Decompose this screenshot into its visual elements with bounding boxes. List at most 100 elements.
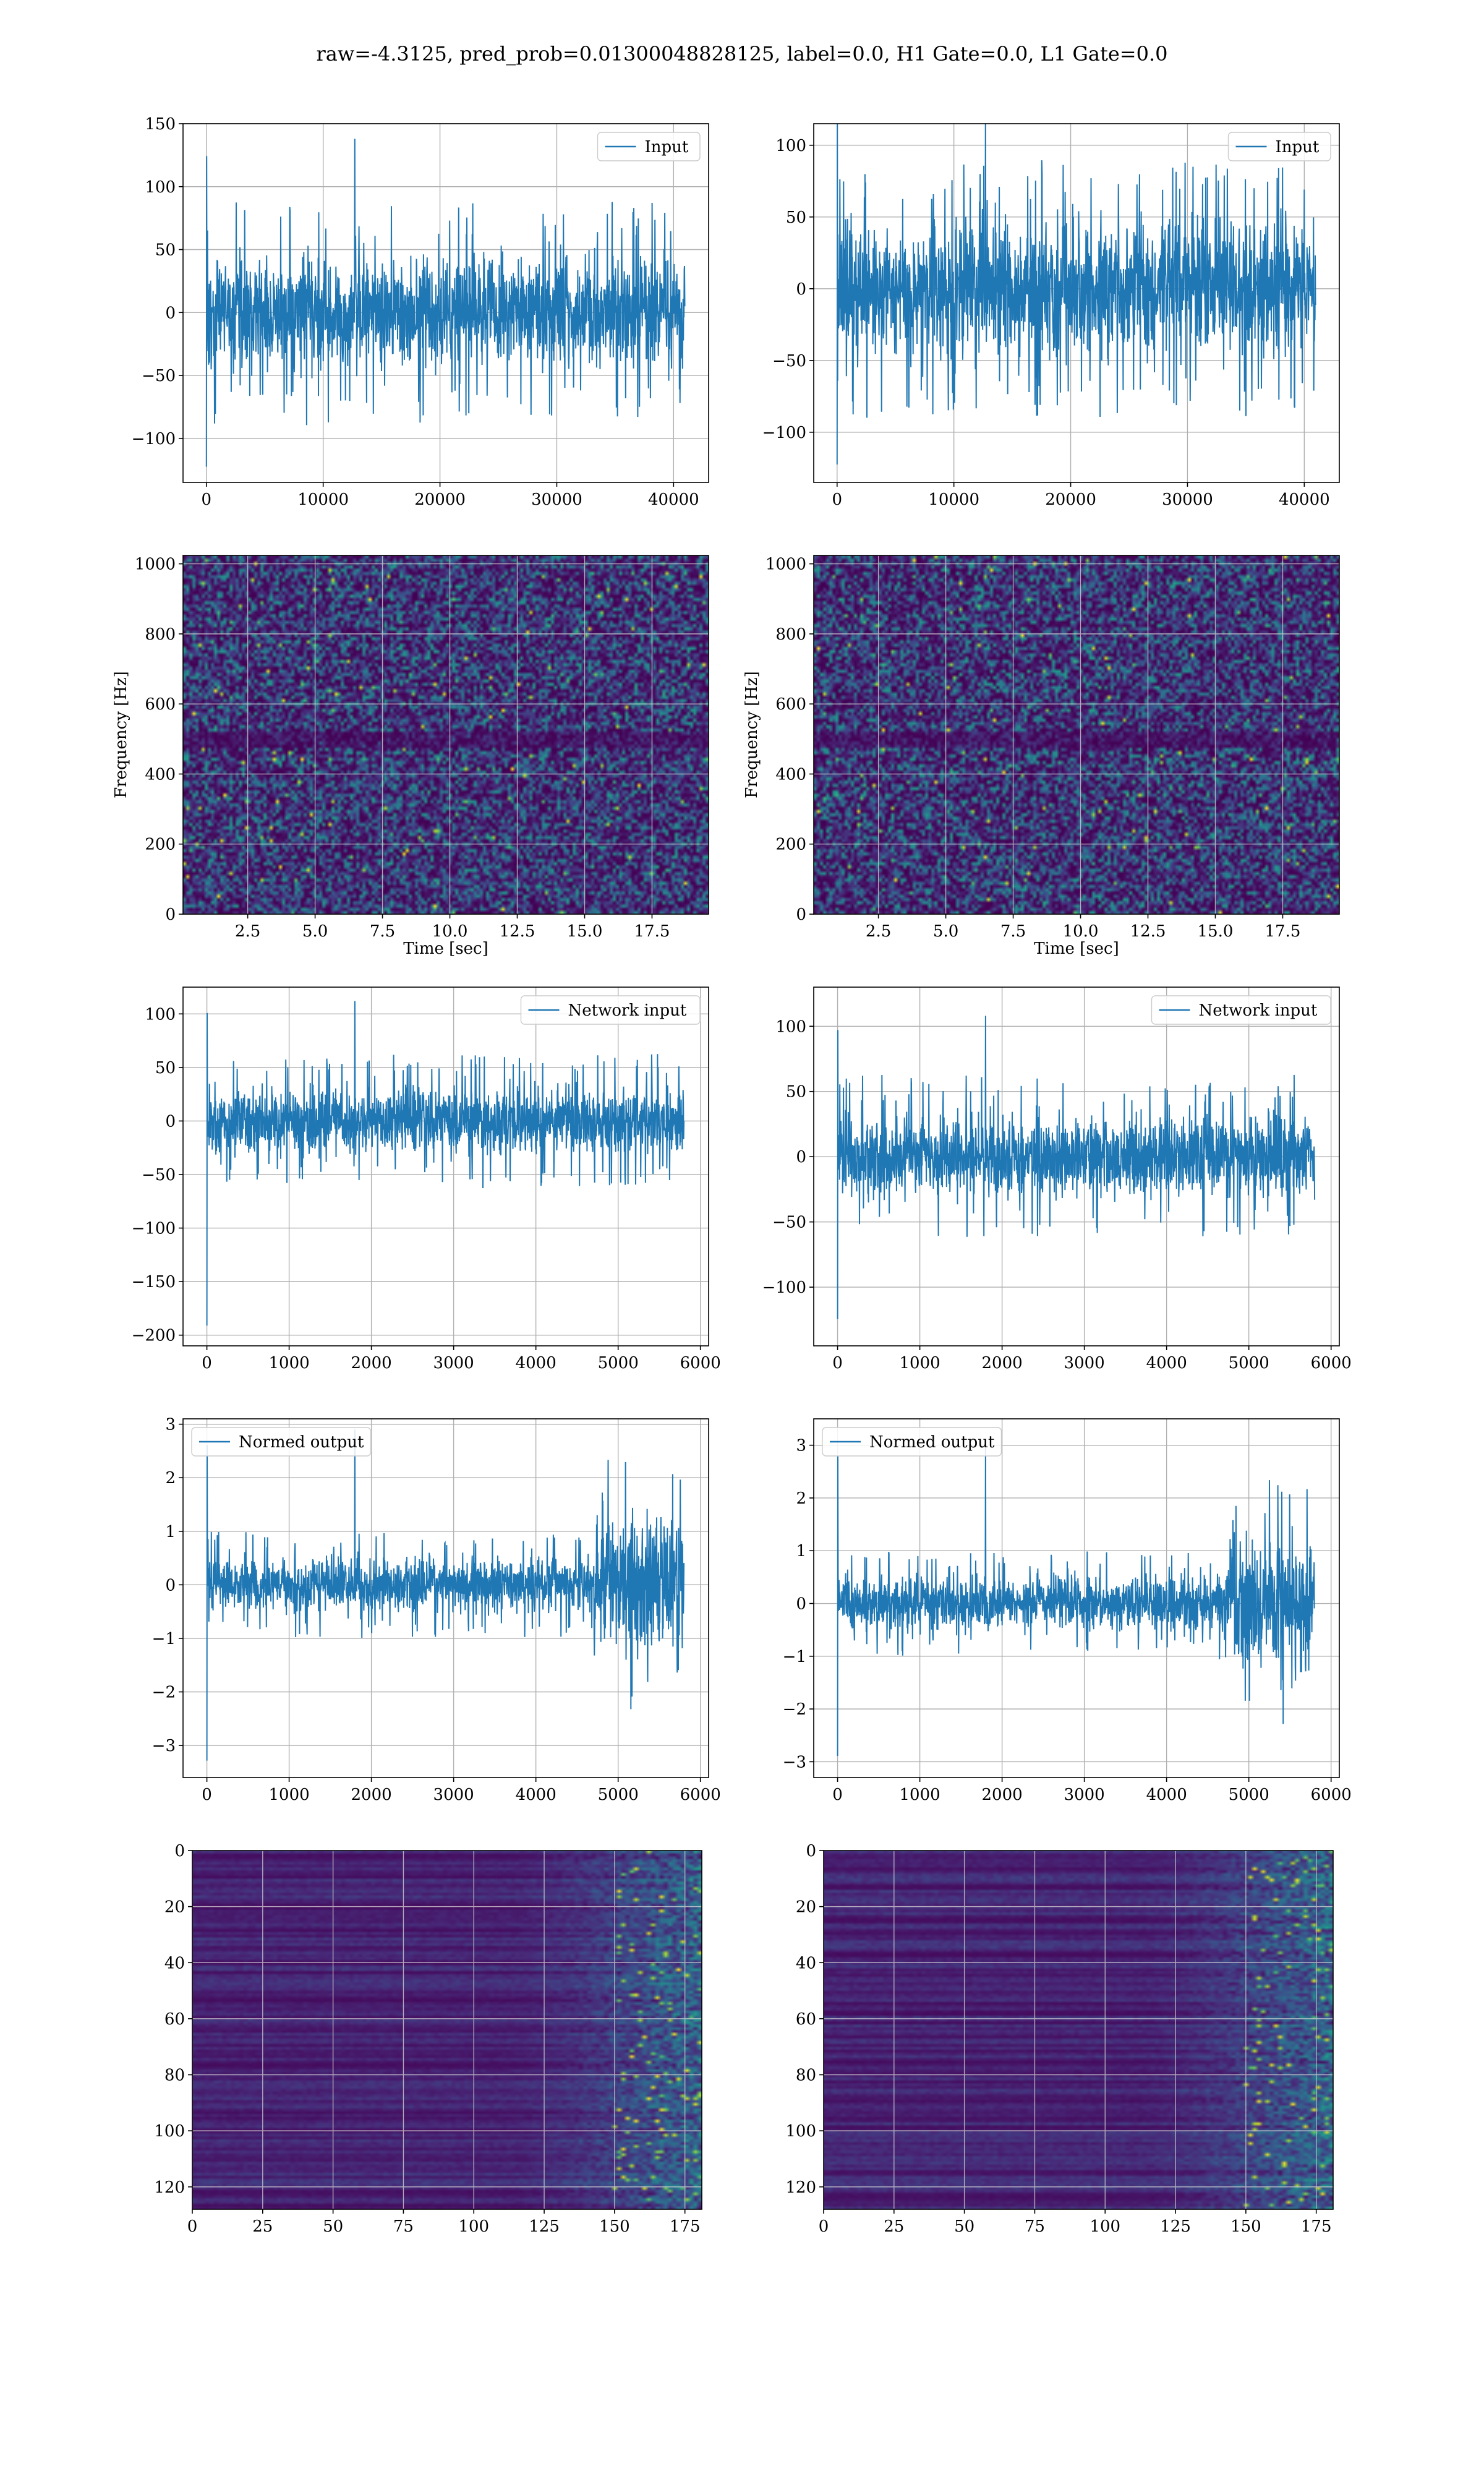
- y-tick-label: 400: [145, 765, 176, 784]
- chart-panel: 2.5 5.0 7.5 10.0 12.5 15.0 17.5 0 200 400 600 800 10…: [112, 555, 709, 958]
- legend-label: Input: [1276, 138, 1320, 156]
- legend-label: Network input: [1199, 1001, 1318, 1020]
- x-tick-label: 2.5: [235, 922, 260, 941]
- x-tick-label: 7.5: [1000, 922, 1026, 941]
- x-tick-label: 50: [954, 2217, 974, 2236]
- y-tick-label: −100: [762, 1278, 806, 1297]
- x-tick-label: 50: [323, 2217, 343, 2236]
- x-tick-label: 20000: [414, 490, 466, 509]
- chart-panel: 0 1000 2000 3000 4000 5000 6000 −100 −50 0 50 100 Ne…: [762, 987, 1352, 1372]
- y-tick-label: 0: [796, 1148, 806, 1166]
- y-tick-label: 3: [165, 1416, 176, 1434]
- y-axis-label: Frequency [Hz]: [743, 671, 761, 798]
- y-tick-label: −50: [772, 352, 806, 370]
- series-line: [836, 124, 1316, 465]
- series-line: [206, 1429, 685, 1761]
- legend-label: Normed output: [869, 1433, 995, 1452]
- legend: Input: [1227, 132, 1331, 161]
- y-tick-label: −50: [142, 1166, 176, 1184]
- x-tick-label: 12.5: [1130, 922, 1166, 941]
- x-tick-label: 40000: [1279, 490, 1330, 509]
- y-tick-label: 50: [155, 241, 176, 260]
- y-tick-label: 600: [145, 695, 176, 714]
- legend: Normed output: [191, 1427, 372, 1457]
- y-tick-label: −200: [132, 1327, 176, 1345]
- axes-frame: [182, 555, 709, 915]
- x-tick-label: 3000: [433, 1786, 474, 1804]
- x-tick-label: 175: [670, 2217, 701, 2236]
- y-tick-label: 3: [796, 1437, 806, 1455]
- x-tick-label: 10.0: [1063, 922, 1099, 941]
- x-tick-label: 30000: [531, 490, 582, 509]
- axes-frame: [192, 1850, 702, 2210]
- y-tick-label: 50: [155, 1059, 176, 1077]
- x-tick-label: 40000: [648, 490, 699, 509]
- y-tick-label: −2: [152, 1683, 176, 1701]
- axes-frame: [823, 1850, 1334, 2210]
- y-tick-label: 40: [164, 1954, 185, 1972]
- tick-labels: 0 1000 2000 3000 4000 5000 6000 −3 −2 −1 0 1 2 3: [783, 1437, 1352, 1804]
- legend-label: Input: [645, 138, 689, 156]
- panels: 0 10000 20000 30000 40000−100−50050100150Inp…: [112, 115, 1352, 2236]
- y-tick-label: 200: [145, 836, 176, 854]
- x-tick-label: 150: [599, 2217, 630, 2236]
- x-tick-label: 12.5: [500, 922, 535, 941]
- x-tick-label: 4000: [516, 1354, 556, 1372]
- x-tick-label: 0: [832, 1786, 843, 1804]
- x-tick-label: 175: [1301, 2217, 1332, 2236]
- x-tick-label: 0: [202, 1786, 212, 1804]
- series-line: [205, 139, 686, 467]
- axes-frame: [813, 1418, 1340, 1778]
- y-tick-label: 0: [796, 1595, 806, 1614]
- tick-labels: 0 1000 2000 3000 4000 5000 6000−200−150−100−50…: [132, 1005, 721, 1372]
- grid: [183, 987, 709, 1346]
- series-line: [206, 1001, 685, 1326]
- y-tick-label: −50: [142, 367, 176, 385]
- x-tick-label: 1000: [269, 1354, 310, 1372]
- y-tick-label: 150: [145, 115, 176, 134]
- y-tick-label: 0: [165, 304, 176, 322]
- x-tick-label: 17.5: [634, 922, 670, 941]
- x-tick-label: 10000: [928, 490, 979, 509]
- axes-frame: [813, 987, 1340, 1346]
- heatmap-image: [183, 555, 709, 914]
- y-tick-label: 50: [786, 1083, 806, 1102]
- x-axis-label: Time [sec]: [403, 940, 488, 958]
- y-tick-label: 600: [775, 695, 806, 714]
- x-tick-label: 0: [187, 2217, 198, 2236]
- y-tick-label: −3: [152, 1737, 176, 1755]
- tick-labels: 0 10000 20000 30000 40000 −100 −50 0 50 100: [762, 137, 1330, 509]
- y-tick-label: 100: [775, 137, 806, 155]
- y-tick-label: 800: [775, 625, 806, 644]
- tick-labels: 2.5 5.0 7.5 10.0 12.5 15.0 17.5 0 200 400 600 800 10…: [135, 555, 670, 941]
- y-tick-label: 60: [796, 2010, 816, 2029]
- y-tick-label: 60: [164, 2010, 185, 2029]
- x-tick-label: 3000: [433, 1354, 474, 1372]
- y-tick-label: 200: [775, 836, 806, 854]
- series-line: [837, 1016, 1316, 1319]
- y-tick-label: 0: [165, 1576, 176, 1594]
- x-tick-label: 4000: [1146, 1786, 1187, 1804]
- x-tick-label: 2000: [982, 1786, 1023, 1804]
- x-tick-label: 10000: [297, 490, 349, 509]
- y-tick-label: 80: [796, 2066, 816, 2085]
- y-tick-label: 0: [796, 905, 806, 924]
- axes-frame: [813, 555, 1340, 915]
- axes-frame: [813, 123, 1340, 483]
- y-tick-label: 50: [786, 208, 806, 227]
- y-tick-label: 1000: [135, 555, 176, 574]
- y-tick-label: 20: [164, 1898, 185, 1917]
- axes-frame: [182, 987, 709, 1346]
- x-tick-label: 5.0: [933, 922, 958, 941]
- legend: Network input: [520, 995, 701, 1025]
- x-tick-label: 7.5: [370, 922, 395, 941]
- heatmap-image: [192, 1851, 702, 2209]
- x-tick-label: 10.0: [432, 922, 468, 941]
- legend: Normed output: [822, 1427, 1002, 1457]
- x-tick-label: 30000: [1162, 490, 1213, 509]
- y-tick-label: 2: [165, 1469, 176, 1487]
- y-tick-label: 0: [806, 1842, 816, 1860]
- x-tick-label: 4000: [1146, 1354, 1187, 1372]
- heatmap-image: [814, 555, 1339, 914]
